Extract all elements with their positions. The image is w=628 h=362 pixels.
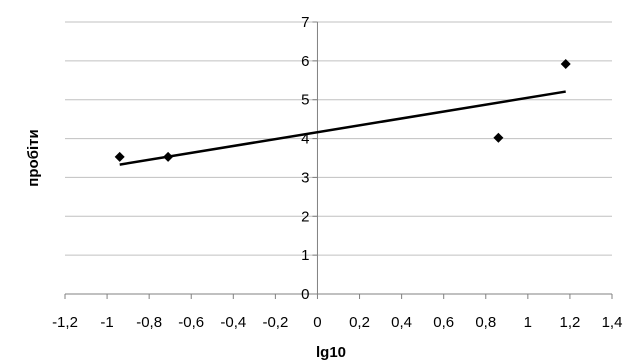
y-tick-label: 3 (301, 169, 309, 186)
y-tick-label: 5 (301, 92, 309, 109)
x-tick-label: -1,2 (52, 314, 78, 331)
y-tick-label: 6 (301, 53, 309, 70)
data-point (163, 152, 173, 162)
x-tick-label: -0,8 (136, 314, 162, 331)
y-tick-label: 2 (301, 208, 309, 225)
x-tick-label: 0 (313, 314, 321, 331)
trendline (120, 92, 566, 165)
x-tick-label: 0,8 (475, 314, 496, 331)
y-axis-title: пробіти (25, 129, 42, 186)
data-point (493, 133, 503, 143)
x-tick-labels: -1,2 -1 -0,8 -0,6 -0,4 -0,2 0 0,2 0,4 0,6 0,8 1 1,2 1… (52, 314, 622, 331)
y-tick-label: 1 (301, 247, 309, 264)
x-tick-label: -1 (100, 314, 113, 331)
x-tick-label: 1,4 (602, 314, 623, 331)
data-point (115, 152, 125, 162)
gridlines (65, 22, 612, 255)
trendline-group (120, 92, 566, 165)
x-tick-label: 1,2 (559, 314, 580, 331)
y-tick-label: 7 (301, 14, 309, 31)
x-tick-label: 0,2 (349, 314, 370, 331)
x-tick-label: 1 (524, 314, 532, 331)
y-tick-label: 0 (301, 286, 309, 303)
x-tick-label: -0,2 (262, 314, 288, 331)
x-tick-label: 0,4 (391, 314, 412, 331)
x-axis-title: lg10 (316, 344, 346, 361)
x-tick-label: -0,4 (220, 314, 246, 331)
x-tick-label: 0,6 (433, 314, 454, 331)
data-points (115, 59, 571, 162)
x-tick-label: -0,6 (178, 314, 204, 331)
